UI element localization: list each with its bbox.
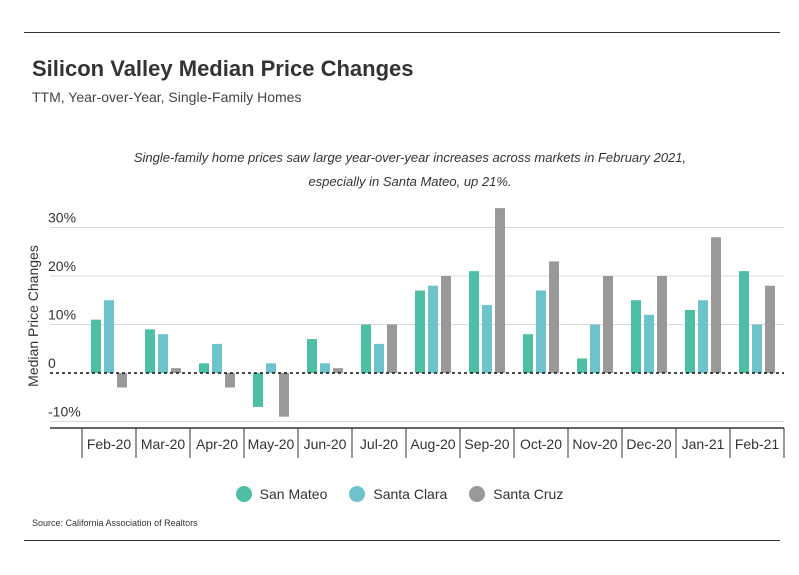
- bar-santa-cruz: [711, 237, 721, 373]
- legend: San Mateo Santa Clara Santa Cruz: [0, 486, 799, 502]
- legend-label-san-mateo: San Mateo: [259, 486, 328, 502]
- chart-subtitle: TTM, Year-over-Year, Single-Family Homes: [32, 89, 302, 105]
- bar-santa-clara: [320, 363, 330, 373]
- x-tick-label: Dec-20: [626, 436, 671, 452]
- annotation-line-2: especially in Santa Mateo, up 21%.: [308, 174, 512, 189]
- x-tick-label: Aug-20: [410, 436, 455, 452]
- y-tick-label: 0: [48, 355, 56, 371]
- bar-santa-clara: [104, 300, 114, 373]
- bar-santa-clara: [428, 285, 438, 373]
- bar-santa-cruz: [657, 276, 667, 373]
- x-tick-label: Jul-20: [360, 436, 398, 452]
- bar-santa-clara: [698, 300, 708, 373]
- x-tick-label: Nov-20: [572, 436, 617, 452]
- legend-item-santa-cruz: Santa Cruz: [469, 486, 563, 502]
- bar-santa-cruz: [765, 285, 775, 373]
- y-tick-label: 20%: [48, 258, 76, 274]
- bar-san-mateo: [685, 309, 695, 373]
- bar-layer: [91, 208, 775, 417]
- chart-title: Silicon Valley Median Price Changes: [32, 56, 414, 81]
- bar-santa-clara: [752, 324, 762, 373]
- bar-santa-cruz: [603, 276, 613, 373]
- bar-san-mateo: [361, 324, 371, 373]
- bar-santa-cruz: [225, 373, 235, 388]
- bar-san-mateo: [307, 339, 317, 373]
- bar-san-mateo: [91, 319, 101, 373]
- y-axis-label: Median Price Changes: [25, 245, 41, 387]
- source-note: Source: California Association of Realto…: [32, 518, 198, 528]
- y-tick-label: 10%: [48, 307, 76, 323]
- x-tick-label: Apr-20: [196, 436, 238, 452]
- bar-santa-cruz: [171, 368, 181, 373]
- legend-swatch-san-mateo: [235, 486, 252, 502]
- bar-san-mateo: [199, 363, 209, 373]
- y-tick-label: -10%: [48, 404, 81, 420]
- bar-santa-clara: [590, 324, 600, 373]
- bar-san-mateo: [631, 300, 641, 373]
- x-tick-label: Feb-20: [87, 436, 132, 452]
- x-tick-label: Jun-20: [304, 436, 347, 452]
- bar-santa-cruz: [279, 373, 289, 417]
- bar-santa-cruz: [549, 261, 559, 373]
- legend-label-santa-clara: Santa Clara: [373, 486, 448, 502]
- legend-swatch-santa-clara: [349, 486, 366, 502]
- bar-santa-clara: [644, 314, 654, 373]
- x-tick-label: Mar-20: [141, 436, 186, 452]
- bar-santa-cruz: [495, 208, 505, 373]
- x-tick-label: May-20: [248, 436, 295, 452]
- bar-santa-clara: [266, 363, 276, 373]
- bar-santa-clara: [212, 343, 222, 373]
- bar-santa-clara: [158, 334, 168, 373]
- x-tick-label: Sep-20: [464, 436, 509, 452]
- axis-layer: -10% 0 10% 20% 30% Feb-20 Mar-20 Apr-20 May-20 Ju…: [48, 210, 785, 458]
- bar-santa-cruz: [333, 368, 343, 373]
- bar-san-mateo: [253, 373, 263, 407]
- legend-item-santa-clara: Santa Clara: [349, 486, 447, 502]
- bottom-rule: [24, 540, 780, 541]
- bar-san-mateo: [145, 329, 155, 373]
- bar-san-mateo: [739, 271, 749, 373]
- x-tick-label: Oct-20: [520, 436, 562, 452]
- legend-item-san-mateo: San Mateo: [235, 486, 328, 502]
- x-tick-label: Jan-21: [682, 436, 725, 452]
- x-tick-label: Feb-21: [735, 436, 780, 452]
- bar-santa-cruz: [117, 373, 127, 388]
- top-rule: [24, 32, 780, 33]
- annotation-line-1: Single-family home prices saw large year…: [133, 150, 687, 165]
- bar-santa-cruz: [387, 324, 397, 373]
- bar-san-mateo: [469, 271, 479, 373]
- legend-label-santa-cruz: Santa Cruz: [493, 486, 564, 502]
- bar-santa-clara: [482, 305, 492, 373]
- bar-santa-cruz: [441, 276, 451, 373]
- bar-san-mateo: [523, 334, 533, 373]
- bar-santa-clara: [374, 343, 384, 373]
- bar-san-mateo: [577, 358, 587, 373]
- legend-swatch-santa-cruz: [469, 486, 486, 502]
- y-tick-label: 30%: [48, 210, 76, 226]
- bar-santa-clara: [536, 290, 546, 373]
- bar-san-mateo: [415, 290, 425, 373]
